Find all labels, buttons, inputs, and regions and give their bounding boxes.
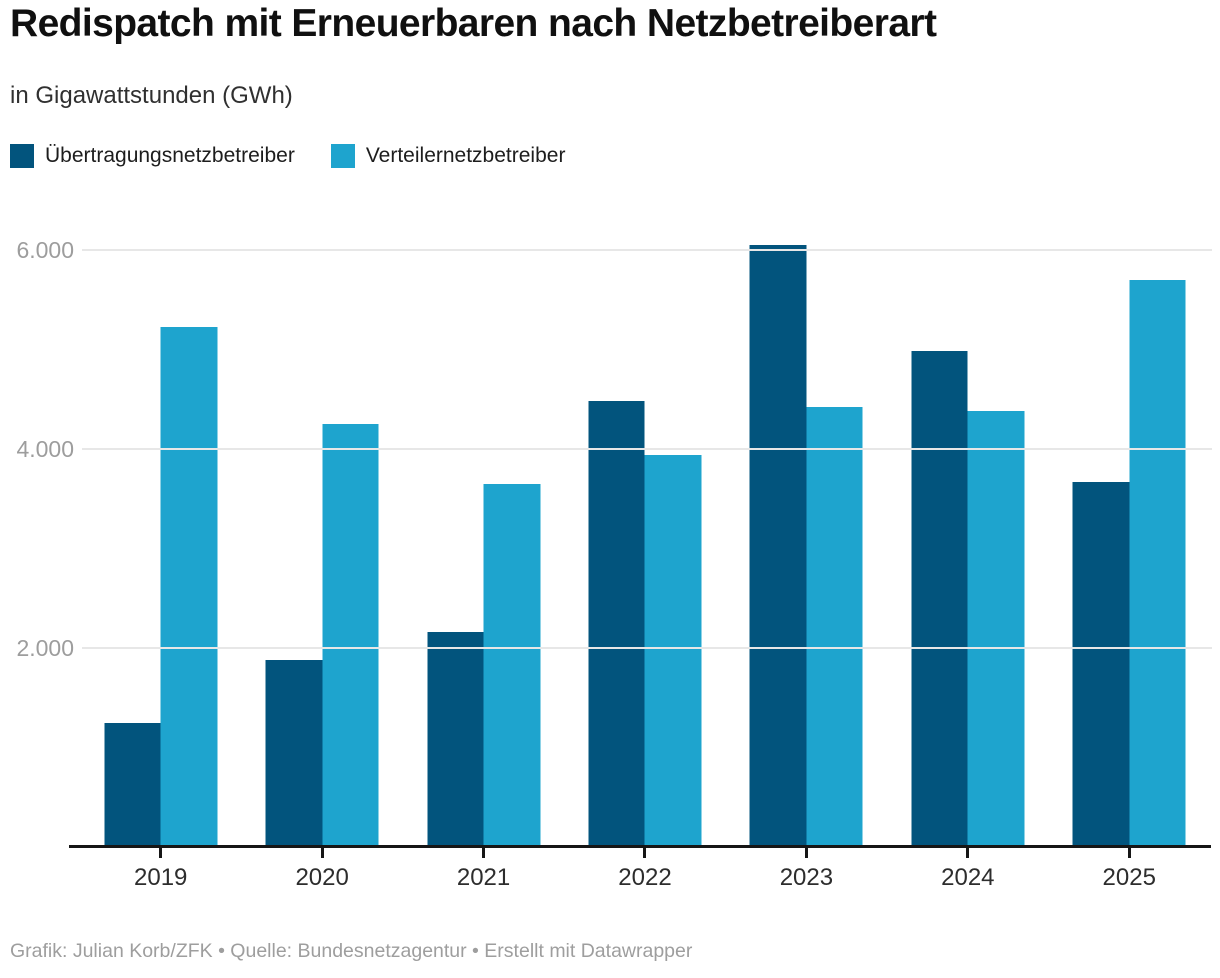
- plot-area: [80, 190, 1212, 847]
- bar-pair-2022: [588, 190, 702, 847]
- bar-pair-2025: [1072, 190, 1186, 847]
- bar-pair-2020: [265, 190, 379, 847]
- tick-cell-2022: [564, 848, 725, 858]
- bar-2025-uebertragungsnetzbetreiber[interactable]: [1072, 481, 1130, 847]
- legend-item-verteilernetzbetreiber: Verteilernetzbetreiber: [330, 144, 566, 168]
- x-axis-tick-2019: [159, 848, 163, 858]
- x-axis-tick-2022: [643, 848, 647, 858]
- attribution-footer: Grafik: Julian Korb/ZFK • Quelle: Bundes…: [10, 940, 693, 962]
- bar-group-2022: [564, 190, 725, 847]
- x-axis-tick-2023: [804, 848, 808, 858]
- x-axis-label-2025: 2025: [1102, 864, 1156, 891]
- x-axis-tick-2020: [320, 848, 324, 858]
- tick-cell-2021: [403, 848, 564, 858]
- bar-2020-verteilernetzbetreiber[interactable]: [322, 423, 379, 847]
- bar-2021-verteilernetzbetreiber[interactable]: [483, 483, 541, 847]
- x-axis-tick-2025: [1127, 848, 1131, 858]
- bars-container: [80, 190, 1210, 847]
- gridline-2000: [82, 646, 1212, 649]
- y-axis-tick-label-4000: 4.000: [16, 435, 74, 462]
- bar-2022-uebertragungsnetzbetreiber[interactable]: [588, 401, 645, 847]
- bar-2024-verteilernetzbetreiber[interactable]: [967, 411, 1025, 847]
- x-axis-label-2023: 2023: [779, 864, 834, 891]
- tick-cell-2025: [1049, 848, 1210, 858]
- x-axis-label-2021: 2021: [456, 864, 511, 891]
- bar-2021-uebertragungsnetzbetreiber[interactable]: [427, 631, 484, 847]
- bar-group-2023: [726, 190, 887, 847]
- tick-cell-2020: [241, 848, 402, 858]
- x-axis-tick-2024: [966, 848, 970, 858]
- tick-cell-2024: [887, 848, 1048, 858]
- y-axis-tick-label-2000: 2.000: [16, 634, 74, 661]
- bar-2019-verteilernetzbetreiber[interactable]: [160, 327, 218, 847]
- bar-group-2019: [80, 190, 241, 847]
- bar-group-2020: [241, 190, 402, 847]
- bar-2022-verteilernetzbetreiber[interactable]: [644, 454, 702, 847]
- legend-item-uebertragungsnetzbetreiber: Übertragungsnetzbetreiber: [10, 144, 295, 168]
- x-axis-line: [69, 845, 1211, 848]
- bar-2023-verteilernetzbetreiber[interactable]: [806, 407, 863, 847]
- tick-cell-2019: [80, 848, 241, 858]
- legend-label: Verteilernetzbetreiber: [365, 144, 566, 167]
- bar-2019-uebertragungsnetzbetreiber[interactable]: [104, 722, 161, 847]
- bar-pair-2024: [911, 190, 1025, 847]
- bar-pair-2019: [104, 190, 218, 847]
- chart-title: Redispatch mit Erneuerbaren nach Netzbet…: [10, 2, 937, 45]
- legend: Übertragungsnetzbetreiber Verteilernetzbe…: [10, 144, 565, 168]
- bar-pair-2023: [749, 190, 863, 847]
- tick-cell-2023: [726, 848, 887, 858]
- chart-subtitle: in Gigawattstunden (GWh): [10, 82, 293, 109]
- legend-label: Übertragungsnetzbetreiber: [45, 144, 295, 167]
- bar-group-2024: [887, 190, 1048, 847]
- gridline-4000: [82, 447, 1212, 450]
- bar-group-2021: [403, 190, 564, 847]
- x-axis-ticks: [80, 848, 1210, 858]
- bar-2024-uebertragungsnetzbetreiber[interactable]: [911, 351, 968, 847]
- x-axis-label-2022: 2022: [618, 864, 672, 891]
- bar-group-2025: [1049, 190, 1210, 847]
- x-axis-label-2020: 2020: [295, 864, 349, 891]
- bar-pair-2021: [427, 190, 541, 847]
- gridline-6000: [82, 248, 1212, 251]
- x-axis-labels: 2019 2020 2021 2022 2023 2024 2025: [80, 861, 1210, 895]
- x-axis-label-2024: 2024: [941, 864, 995, 891]
- bar-2025-verteilernetzbetreiber[interactable]: [1129, 279, 1186, 847]
- bar-2020-uebertragungsnetzbetreiber[interactable]: [265, 659, 323, 847]
- legend-swatch-icon: [330, 144, 355, 168]
- x-axis-tick-2021: [482, 848, 486, 858]
- y-axis-tick-label-6000: 6.000: [16, 236, 74, 263]
- x-axis-label-2019: 2019: [134, 864, 188, 891]
- bar-2023-uebertragungsnetzbetreiber[interactable]: [749, 244, 807, 847]
- legend-swatch-icon: [10, 144, 34, 168]
